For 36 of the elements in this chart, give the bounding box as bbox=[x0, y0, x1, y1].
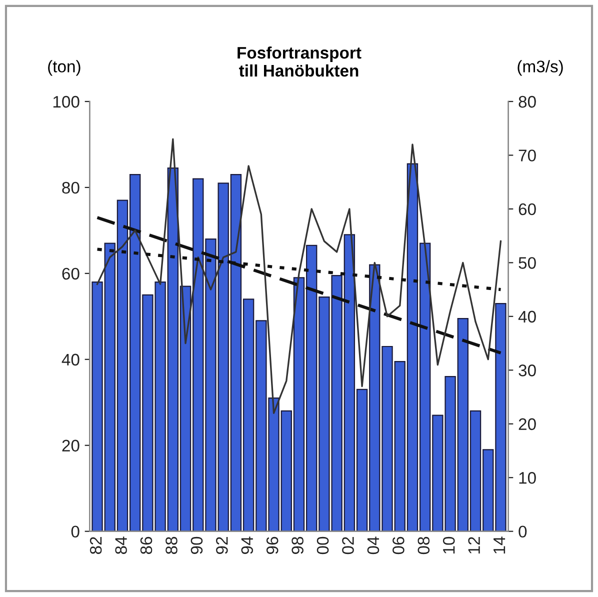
y-tick-label: 100 bbox=[53, 96, 80, 108]
y2-tick-label: 20 bbox=[518, 418, 536, 430]
y2-tick-label: 10 bbox=[519, 472, 536, 484]
y-tick-label: 60 bbox=[62, 268, 80, 280]
x-tick-label: 88 bbox=[166, 536, 178, 554]
x-tick-label: 90 bbox=[190, 536, 203, 554]
y2-tick-label: 80 bbox=[518, 96, 536, 108]
x-tick-label: 00 bbox=[316, 536, 329, 554]
line-series bbox=[96, 138, 502, 414]
y-tick-label: 0 bbox=[71, 526, 80, 538]
x-tick-label: 08 bbox=[418, 536, 430, 554]
y-tick-label: 40 bbox=[62, 354, 80, 366]
y2-tick-label: 0 bbox=[518, 526, 527, 538]
y-tick-label: 80 bbox=[62, 182, 80, 194]
y2-tick-label: 50 bbox=[518, 257, 536, 269]
y-axis-title: (ton) bbox=[48, 60, 80, 76]
y-tick-label: 20 bbox=[62, 440, 80, 452]
x-tick-label: 82 bbox=[90, 537, 102, 554]
x-tick-label: 10 bbox=[442, 536, 455, 554]
x-tick-label: 06 bbox=[392, 536, 404, 554]
y2-tick-label: 60 bbox=[518, 203, 536, 216]
x-tick-label: 12 bbox=[468, 537, 480, 554]
y2-axis-title: (m3/s) bbox=[518, 60, 563, 76]
x-tick-label: 84 bbox=[115, 536, 127, 554]
x-tick-label: 86 bbox=[140, 536, 152, 554]
x-tick-label: 94 bbox=[241, 536, 254, 554]
x-tick-label: 92 bbox=[216, 537, 228, 554]
y2-tick-label: 30 bbox=[518, 364, 536, 376]
chart-title: Fosfortransport till Hanöbukten bbox=[238, 46, 362, 77]
x-tick-label: 02 bbox=[342, 537, 354, 554]
y2-tick-label: 70 bbox=[518, 150, 536, 162]
x-tick-label: 98 bbox=[292, 536, 304, 554]
x-tick-label: 14 bbox=[494, 536, 506, 554]
x-tick-label: 04 bbox=[367, 536, 380, 554]
x-tick-label: 96 bbox=[266, 536, 278, 554]
y2-tick-label: 40 bbox=[518, 310, 536, 323]
